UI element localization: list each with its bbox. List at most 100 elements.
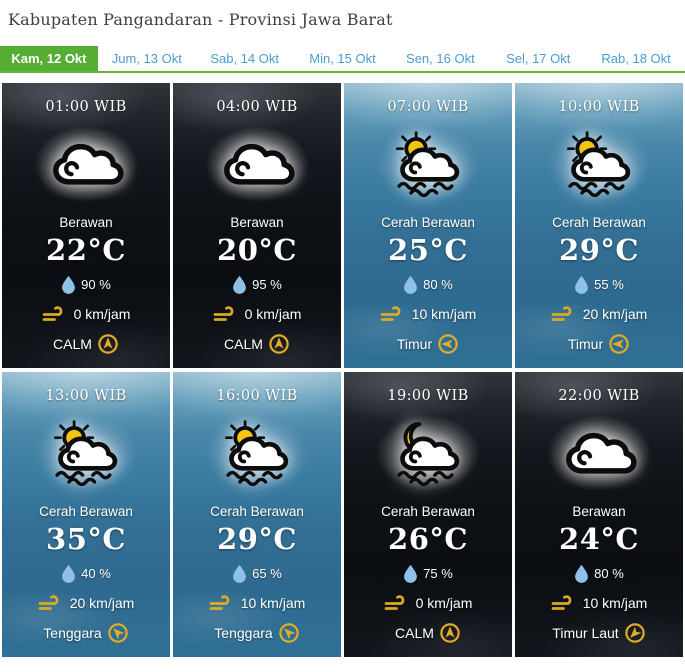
droplet-icon — [232, 564, 247, 583]
forecast-card: 22:00 WIB Berawan 24°C 80 % 10 km/jam Ti… — [515, 372, 683, 657]
humidity-value: 80 % — [594, 566, 624, 581]
temperature-value: 22°C — [46, 233, 126, 267]
wind-speed-value: 0 km/jam — [73, 306, 131, 322]
compass-arrow-icon — [268, 333, 290, 355]
wind-row: 10 km/jam — [380, 304, 477, 324]
wind-speed-value: 10 km/jam — [411, 306, 477, 322]
card-time: 04:00 WIB — [216, 99, 298, 115]
humidity-row: 95 % — [232, 275, 282, 294]
forecast-card: 19:00 WIB Cerah Berawan 26°C 75 % 0 km/j… — [344, 372, 512, 657]
condition-label: Cerah Berawan — [39, 504, 133, 519]
weather-icon — [376, 126, 480, 202]
wind-icon — [384, 593, 411, 613]
card-time: 19:00 WIB — [387, 388, 469, 404]
forecast-card: 13:00 WIB Cerah Berawan 35°C 40 % 20 km/… — [2, 372, 170, 657]
tab-day-2[interactable]: Sab, 14 Okt — [210, 51, 279, 66]
compass-arrow-icon — [619, 617, 650, 648]
wind-row: 10 km/jam — [551, 593, 648, 613]
condition-label: Cerah Berawan — [210, 504, 304, 519]
weather-icon — [547, 126, 651, 202]
wind-direction-row: CALM — [53, 333, 119, 355]
forecast-card: 07:00 WIB Cerah Berawan 25°C 80 % 10 km/… — [344, 83, 512, 368]
temperature-value: 26°C — [388, 522, 468, 556]
weather-icon — [376, 415, 480, 491]
weather-icon — [205, 415, 309, 491]
day-tabbar: Kam, 12 Okt Jum, 13 Okt Sab, 14 Okt Min,… — [0, 46, 685, 73]
wind-direction-row: Timur — [397, 333, 459, 355]
humidity-value: 95 % — [252, 277, 282, 292]
droplet-icon — [403, 564, 418, 583]
weather-icon — [34, 126, 138, 202]
page-title: Kabupaten Pangandaran - Provinsi Jawa Ba… — [8, 10, 393, 29]
wind-direction-row: Tenggara — [43, 622, 128, 644]
card-time: 01:00 WIB — [45, 99, 127, 115]
wind-direction-label: Timur — [567, 336, 604, 352]
wind-direction-row: CALM — [395, 622, 461, 644]
forecast-grid: 01:00 WIB Berawan 22°C 90 % 0 km/jam CAL… — [2, 83, 683, 657]
condition-label: Cerah Berawan — [552, 215, 646, 230]
weather-icon — [34, 415, 138, 491]
forecast-card: 01:00 WIB Berawan 22°C 90 % 0 km/jam CAL… — [2, 83, 170, 368]
humidity-row: 80 % — [574, 564, 624, 583]
humidity-value: 90 % — [81, 277, 111, 292]
temperature-value: 25°C — [388, 233, 468, 267]
condition-label: Berawan — [230, 215, 284, 230]
wind-icon — [42, 304, 69, 324]
droplet-icon — [61, 275, 76, 294]
wind-direction-label: Tenggara — [214, 625, 273, 641]
wind-row: 0 km/jam — [384, 593, 473, 613]
humidity-row: 65 % — [232, 564, 282, 583]
wind-icon — [380, 304, 407, 324]
wind-speed-value: 10 km/jam — [582, 595, 648, 611]
compass-arrow-icon — [102, 617, 133, 648]
humidity-value: 75 % — [423, 566, 453, 581]
card-time: 10:00 WIB — [558, 99, 640, 115]
wind-row: 10 km/jam — [209, 593, 306, 613]
wind-direction-label: CALM — [53, 336, 92, 352]
humidity-row: 55 % — [574, 275, 624, 294]
droplet-icon — [232, 275, 247, 294]
condition-label: Cerah Berawan — [381, 215, 475, 230]
compass-arrow-icon — [439, 622, 461, 644]
wind-direction-row: Timur Laut — [552, 622, 645, 644]
card-time: 22:00 WIB — [558, 388, 640, 404]
wind-row: 0 km/jam — [213, 304, 302, 324]
droplet-icon — [403, 275, 418, 294]
compass-arrow-icon — [273, 617, 304, 648]
humidity-row: 90 % — [61, 275, 111, 294]
tab-day-5[interactable]: Sel, 17 Okt — [506, 51, 571, 66]
temperature-value: 24°C — [559, 522, 639, 556]
tab-day-6[interactable]: Rab, 18 Okt — [601, 51, 671, 66]
wind-direction-label: CALM — [395, 625, 434, 641]
humidity-row: 80 % — [403, 275, 453, 294]
tab-day-3[interactable]: Min, 15 Okt — [309, 51, 376, 66]
forecast-card: 10:00 WIB Cerah Berawan 29°C 55 % 20 km/… — [515, 83, 683, 368]
wind-speed-value: 0 km/jam — [415, 595, 473, 611]
wind-row: 0 km/jam — [42, 304, 131, 324]
wind-speed-value: 10 km/jam — [240, 595, 306, 611]
wind-icon — [551, 304, 578, 324]
card-time: 07:00 WIB — [387, 99, 469, 115]
tab-day-4[interactable]: Sen, 16 Okt — [406, 51, 475, 66]
condition-label: Cerah Berawan — [381, 504, 475, 519]
compass-arrow-icon — [437, 333, 459, 355]
droplet-icon — [574, 275, 589, 294]
weather-icon — [547, 415, 651, 491]
compass-arrow-icon — [608, 333, 630, 355]
temperature-value: 20°C — [217, 233, 297, 267]
wind-direction-row: Tenggara — [214, 622, 299, 644]
wind-icon — [38, 593, 65, 613]
wind-direction-row: CALM — [224, 333, 290, 355]
tab-day-0[interactable]: Kam, 12 Okt — [0, 46, 98, 71]
droplet-icon — [61, 564, 76, 583]
wind-icon — [213, 304, 240, 324]
wind-direction-label: Timur — [396, 336, 433, 352]
tab-day-1[interactable]: Jum, 13 Okt — [111, 51, 182, 66]
wind-speed-value: 0 km/jam — [244, 306, 302, 322]
card-time: 16:00 WIB — [216, 388, 298, 404]
condition-label: Berawan — [572, 504, 626, 519]
wind-row: 20 km/jam — [38, 593, 135, 613]
wind-speed-value: 20 km/jam — [582, 306, 648, 322]
compass-arrow-icon — [97, 333, 119, 355]
wind-speed-value: 20 km/jam — [69, 595, 135, 611]
